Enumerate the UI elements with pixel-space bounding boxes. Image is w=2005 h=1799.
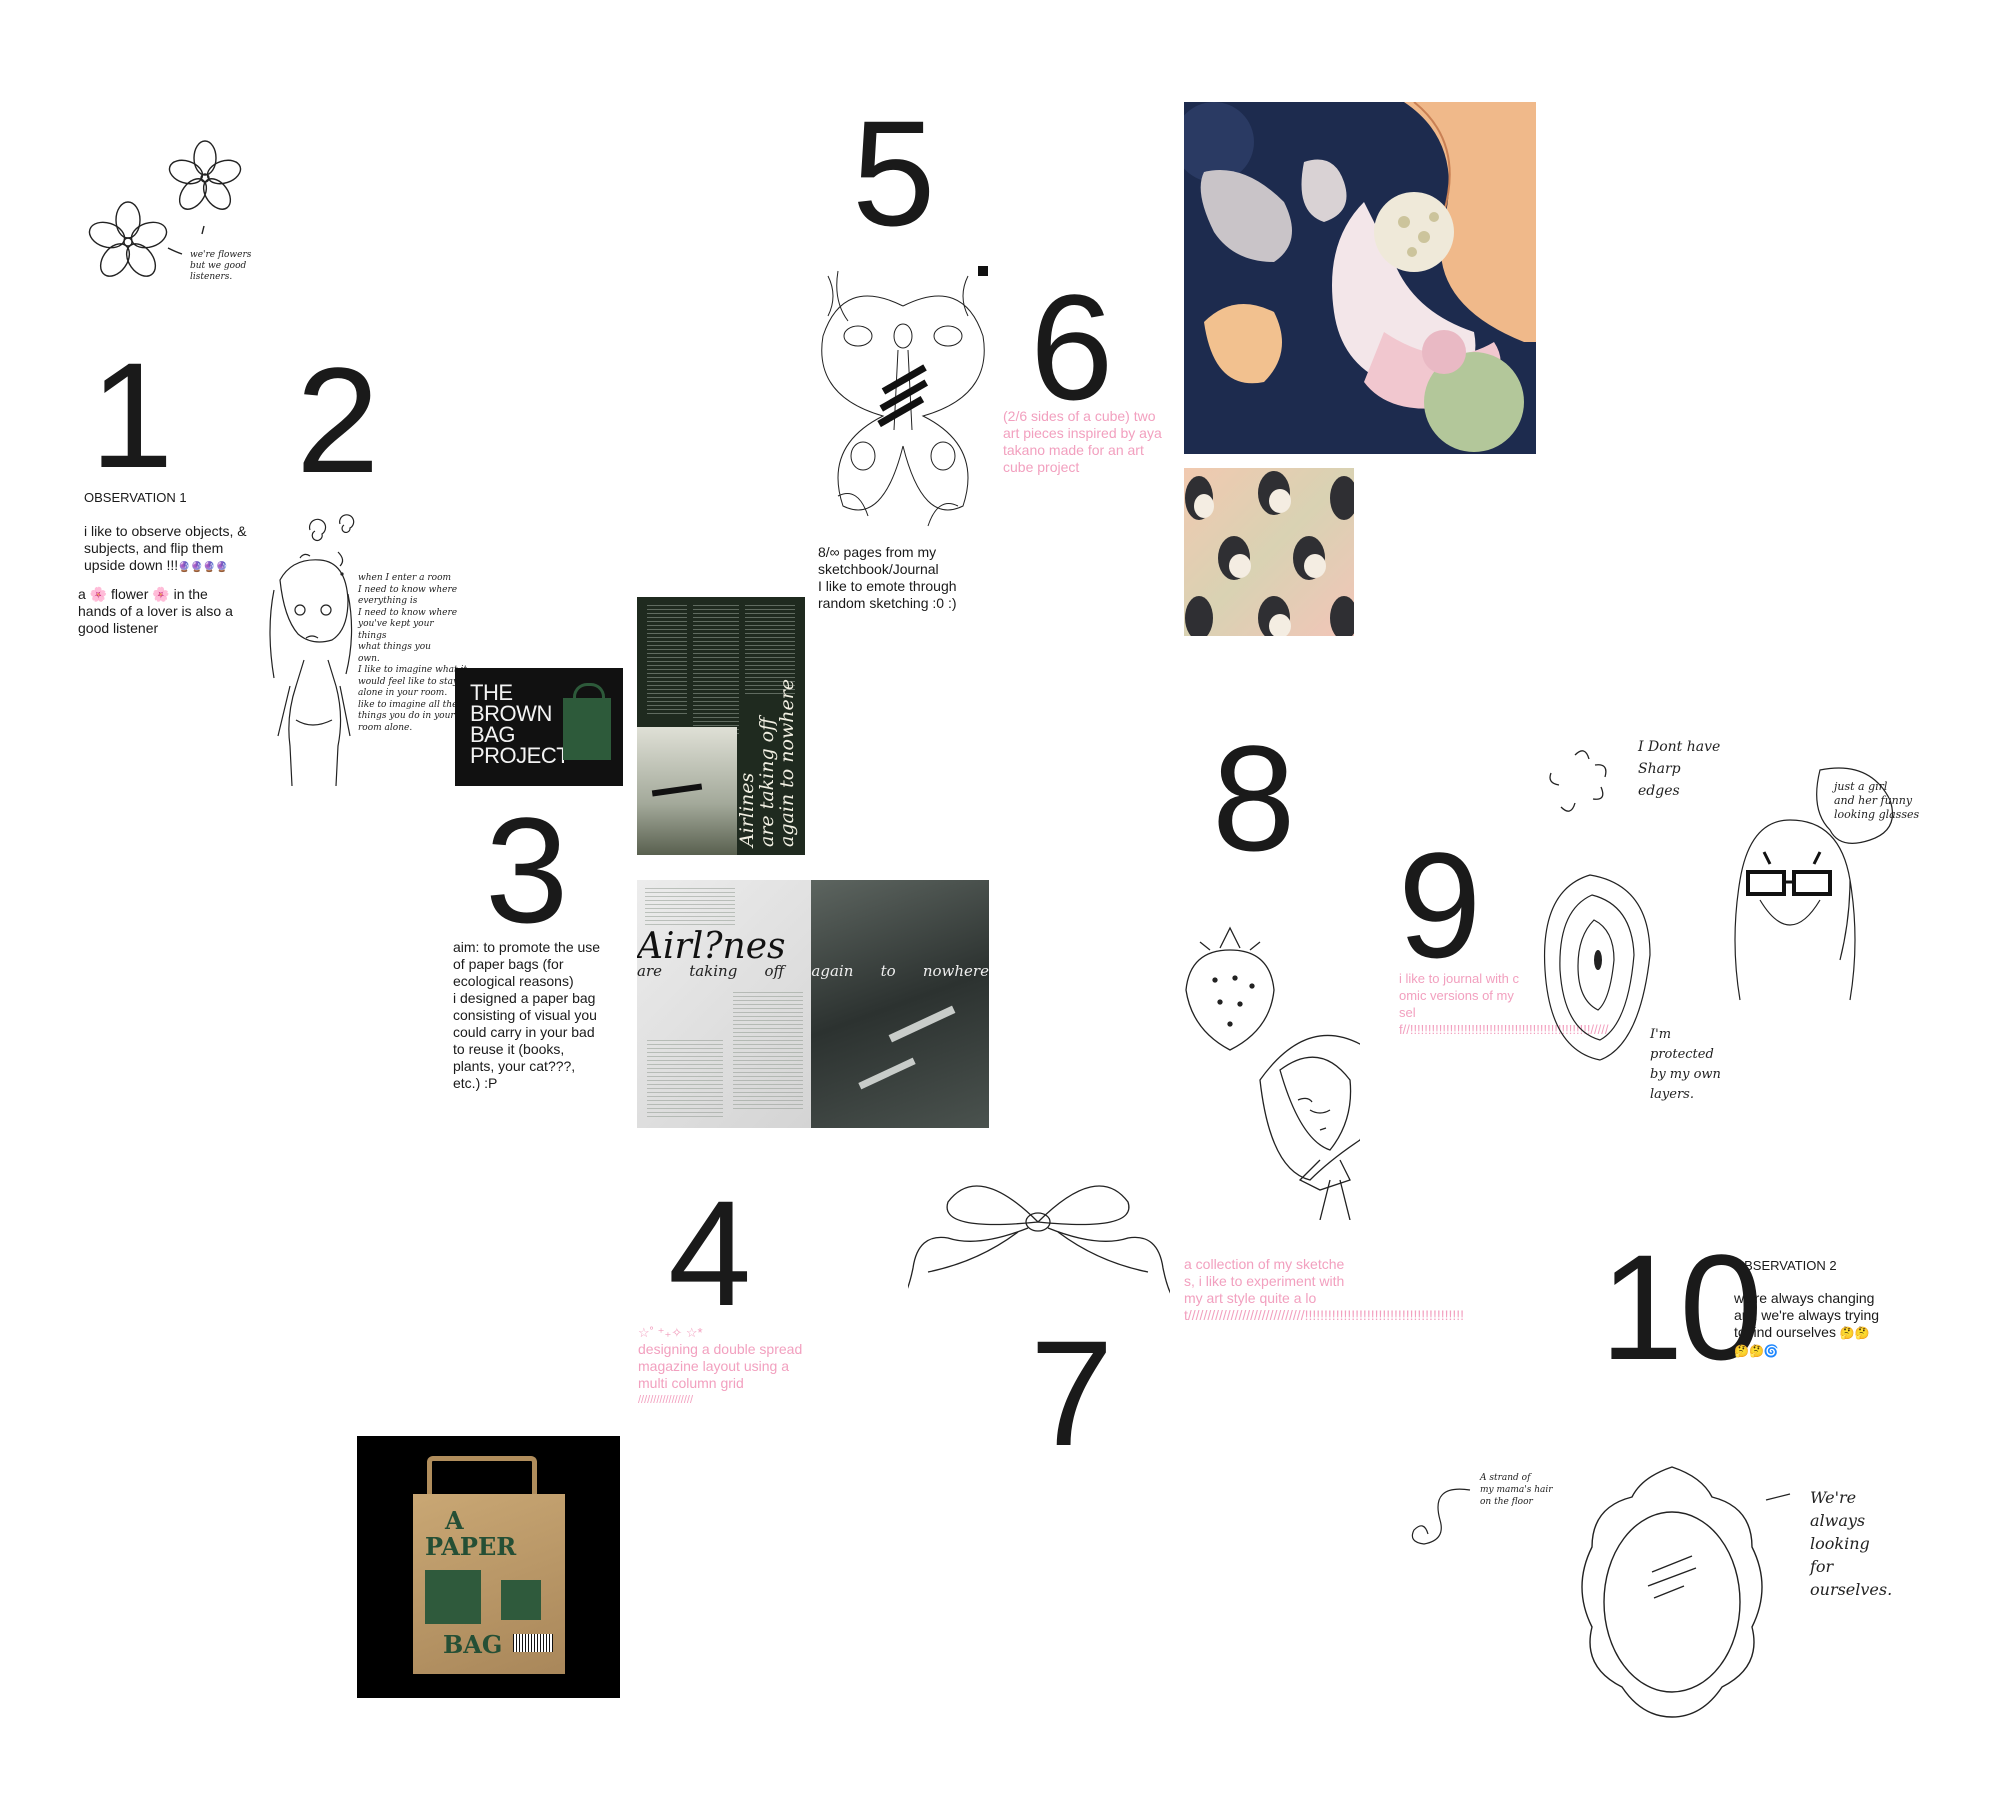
observation-1-title: OBSERVATION 1: [84, 490, 187, 505]
butterfly-fairy-sketch: [818, 266, 988, 530]
airlines-poster-image: Airlines are taking off again to nowhere: [637, 597, 805, 855]
hair-strand-sketch: [1411, 1488, 1471, 1545]
protected-layers-note: I'm protected by my own layers.: [1650, 1027, 1721, 1102]
soft-flower-sketch: [1549, 750, 1607, 812]
bag-icon: [563, 698, 611, 760]
magazine-spread-image: Airl?nes are taking off again to nowhere: [637, 880, 989, 1128]
number-8: 8: [1212, 714, 1295, 882]
number-1: 1: [90, 331, 173, 499]
aya-takano-inspired-painting: [1184, 102, 1536, 454]
number-3: 3: [485, 786, 568, 954]
room-note: when I enter a room I need to know where…: [358, 573, 467, 733]
stars-decoration: ☆˚ ⁺₊✧ ☆*: [638, 1325, 703, 1340]
looking-for-ourselves-note: We're always looking for ourselves.: [1810, 1488, 1893, 1599]
number-6: 6: [1030, 263, 1113, 431]
paper-bag-photo: A PAPER BAG: [357, 1436, 620, 1698]
observation-1-text-2: a 🌸 flower 🌸 in the hands of a lover is …: [78, 586, 233, 636]
sketch-collection-description: a collection of my sketches, i like to e…: [1184, 1256, 1465, 1323]
observation-2-text: we're always changing and we're always t…: [1734, 1290, 1880, 1358]
egg-pattern-painting: [1184, 468, 1354, 636]
flowers-sketch: [88, 140, 242, 277]
magazine-description: designing a double spread magazine layou…: [638, 1341, 803, 1391]
number-9: 9: [1398, 821, 1481, 989]
art-cube-description: (2/6 sides of a cube) two art pieces ins…: [1003, 408, 1162, 475]
observation-2-title: OBSERVATION 2: [1734, 1258, 1837, 1273]
girl-glasses-sketch: [1734, 767, 1894, 1001]
sharp-edges-note: I Dont have Sharp edges: [1638, 739, 1721, 799]
observation-1-text: i like to observe objects, & subjects, a…: [84, 523, 247, 573]
strawberry-girl-sketch: [1185, 926, 1360, 1220]
number-5: 5: [852, 89, 935, 257]
mirror-sketch: [1581, 1466, 1763, 1718]
brown-bag-project-image: THE BROWN BAG PROJECT: [455, 668, 623, 786]
number-10: 10: [1600, 1223, 1763, 1391]
ribbon-bow-sketch: [908, 1185, 1170, 1294]
number-7: 7: [1030, 1309, 1113, 1477]
funny-glasses-note: just a girl and her funny looking glasse…: [1834, 780, 1920, 821]
hair-strand-note: A strand of my mama's hair on the floor: [1480, 1473, 1553, 1507]
girl-sketch: [269, 514, 355, 787]
number-2: 2: [296, 336, 379, 504]
paper-bag-description: aim: to promote the use of paper bags (f…: [453, 939, 601, 1091]
flowers-note: we're flowers but we good listeners.: [190, 250, 252, 282]
journal-description: i like to journal with comic versions of…: [1399, 971, 1609, 1037]
pointer-dash: [1765, 1493, 1791, 1501]
slashes-decoration: //////////////////: [638, 1394, 694, 1406]
layers-sketch: [1543, 874, 1651, 1061]
number-4: 4: [668, 1169, 751, 1337]
sketchbook-description: 8/∞ pages from my sketchbook/Journal I l…: [818, 544, 957, 611]
